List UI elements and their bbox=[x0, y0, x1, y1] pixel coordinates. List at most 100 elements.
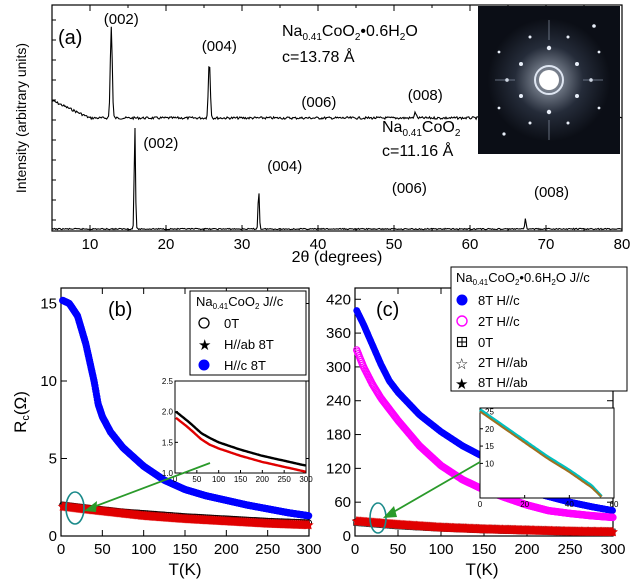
x-tick-label: 150 bbox=[471, 541, 496, 558]
panel-c-legend-title: Na0.41CoO2•0.6H2O J//c bbox=[456, 270, 590, 287]
inset-x-tick-label: 250 bbox=[277, 475, 291, 484]
y-tick-label: 5 bbox=[49, 451, 57, 468]
anhydrous-formula: Na0.41CoO2 bbox=[382, 119, 461, 139]
legend-label-0t: 0T bbox=[224, 316, 239, 331]
panel-a-label: (a) bbox=[58, 27, 82, 49]
peak-label: (008) bbox=[534, 184, 569, 201]
legend-label-0t-c: 0T bbox=[478, 335, 493, 350]
inset-x-tick-label: 200 bbox=[256, 475, 270, 484]
inset-y-tick-label: 15 bbox=[485, 442, 494, 451]
y-tick-label: 360 bbox=[326, 325, 351, 342]
panel-a: (a) 10 20 30 40 50 60 70 80 (002) (004) (006) (008… bbox=[13, 4, 631, 266]
y-tick-label: 0 bbox=[49, 528, 57, 545]
legend-label-2thab: 2T H//ab bbox=[478, 355, 528, 370]
panel-a-x-axis-label: 2θ (degrees) bbox=[292, 249, 383, 266]
y-tick-label: 420 bbox=[326, 291, 351, 308]
legend-label-hc8t: H//c 8T bbox=[224, 358, 266, 373]
panel-c-arrowhead bbox=[383, 506, 397, 518]
x-tick-label: 40 bbox=[310, 236, 327, 253]
data-point-8thab bbox=[608, 526, 618, 537]
x-tick-label: 0 bbox=[57, 541, 65, 558]
legend-marker-2thc bbox=[456, 315, 468, 327]
legend-label-2thc: 2T H//c bbox=[478, 314, 520, 329]
data-point-hc8t bbox=[305, 512, 313, 520]
panel-b-zoom-ellipse bbox=[65, 491, 85, 525]
legend-marker-0t bbox=[198, 317, 210, 329]
y-tick-label: 10 bbox=[40, 373, 57, 390]
legend-marker-8thab: ★ bbox=[455, 376, 468, 393]
inset-x-tick-label: 20 bbox=[520, 500, 529, 509]
inset-x-tick-label: 60 bbox=[610, 500, 619, 509]
inset-y-tick-label: 2.5 bbox=[162, 377, 174, 386]
x-tick-label: 20 bbox=[158, 236, 175, 253]
x-tick-label: 250 bbox=[557, 541, 582, 558]
x-tick-label: 200 bbox=[214, 541, 239, 558]
data-point-8thc bbox=[609, 507, 616, 514]
peak-label: (008) bbox=[408, 87, 443, 104]
panel-a-y-axis-label: Intensity (arbitrary units) bbox=[13, 43, 29, 193]
peak-label: (004) bbox=[267, 158, 302, 175]
legend-marker-8thc bbox=[456, 294, 468, 306]
inset-y-tick-label: 1.0 bbox=[162, 469, 174, 478]
legend-marker-0t-c bbox=[456, 336, 468, 348]
x-tick-label: 300 bbox=[296, 541, 321, 558]
peak-label: (006) bbox=[392, 180, 427, 197]
x-tick-label: 60 bbox=[462, 236, 479, 253]
panel-b-y-axis-label: Rc(Ω) bbox=[11, 391, 32, 433]
hydrate-formula: Na0.41CoO2•0.6H2O bbox=[282, 23, 418, 43]
peak-label: (002) bbox=[104, 11, 139, 28]
panel-b-arrow bbox=[87, 462, 211, 510]
inset-y-tick-label: 25 bbox=[485, 407, 494, 416]
panel-b-legend-title: Na0.41CoO2 J//c bbox=[196, 294, 284, 311]
hydrate-lattice: c=13.78 Å bbox=[282, 47, 355, 66]
inset-x-tick-label: 0 bbox=[173, 475, 178, 484]
inset-trace bbox=[175, 410, 306, 467]
peak-label: (004) bbox=[202, 38, 237, 55]
legend-label-hab8t: H//ab 8T bbox=[224, 337, 274, 352]
inset-x-tick-label: 0 bbox=[478, 500, 483, 509]
xrd-trace bbox=[51, 128, 623, 231]
panel-c-legend: Na0.41CoO2•0.6H2O J//c 8T H//c 2T H//c 0… bbox=[450, 266, 628, 393]
inset-trace bbox=[479, 410, 603, 498]
y-tick-label: 15 bbox=[40, 296, 57, 313]
x-tick-label: 200 bbox=[514, 541, 539, 558]
panel-c-data bbox=[351, 307, 618, 537]
peak-label: (002) bbox=[143, 135, 178, 152]
inset-x-tick-label: 100 bbox=[212, 475, 226, 484]
x-tick-label: 100 bbox=[131, 541, 156, 558]
y-tick-label: 180 bbox=[326, 427, 351, 444]
data-point-2thc bbox=[609, 513, 617, 522]
panel-c-x-axis-label: T(K) bbox=[465, 560, 498, 579]
panel-c-arrow bbox=[389, 461, 481, 515]
y-tick-label: 60 bbox=[334, 494, 351, 511]
inset-y-tick-label: 20 bbox=[485, 425, 494, 434]
x-tick-label: 50 bbox=[386, 236, 403, 253]
x-tick-label: 10 bbox=[82, 236, 99, 253]
panel-a-x-ticks: 10 20 30 40 50 60 70 80 bbox=[51, 5, 631, 253]
legend-label-8thc: 8T H//c bbox=[478, 293, 520, 308]
peak-label: (006) bbox=[301, 94, 336, 111]
anhydrous-lattice: c=11.16 Å bbox=[382, 141, 454, 160]
panel-b-arrowhead bbox=[84, 501, 97, 512]
panel-b-data bbox=[57, 296, 314, 530]
panel-c-inset: 0 20 40 60 10 15 20 25 bbox=[478, 407, 619, 509]
x-tick-label: 150 bbox=[172, 541, 197, 558]
inset-y-tick-label: 1.5 bbox=[162, 438, 174, 447]
panel-c-label: (c) bbox=[376, 299, 399, 321]
legend-marker-2thab: ☆ bbox=[455, 356, 468, 373]
x-tick-label: 70 bbox=[538, 236, 555, 253]
x-tick-label: 80 bbox=[614, 236, 631, 253]
panel-c: 0 50 100 150 200 250 300060120180240300360420 … bbox=[326, 266, 628, 579]
y-tick-label: 0 bbox=[343, 528, 351, 545]
x-tick-label: 50 bbox=[94, 541, 111, 558]
panel-b-legend: Na0.41CoO2 J//c 0T ★ H//ab 8T H//c 8T bbox=[189, 290, 307, 376]
inset-x-tick-label: 40 bbox=[565, 500, 574, 509]
inset-trace bbox=[479, 408, 603, 498]
inset-x-tick-label: 150 bbox=[234, 475, 248, 484]
x-tick-label: 100 bbox=[428, 541, 453, 558]
inset-y-tick-label: 10 bbox=[485, 459, 494, 468]
inset-x-tick-label: 300 bbox=[299, 475, 313, 484]
